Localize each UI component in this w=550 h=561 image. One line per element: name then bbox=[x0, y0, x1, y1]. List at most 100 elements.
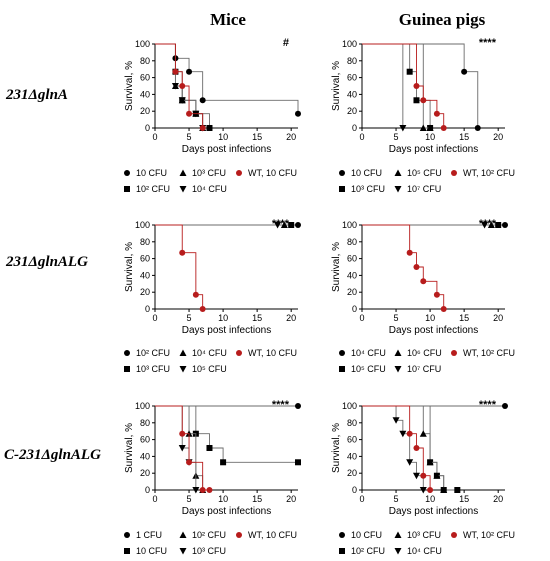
legend-label: 10² CFU bbox=[136, 348, 170, 358]
x-tick-label: 5 bbox=[187, 494, 192, 504]
y-tick-label: 0 bbox=[145, 304, 150, 314]
data-point bbox=[295, 222, 301, 228]
row-title-glnalg: 231ΔglnALG bbox=[5, 254, 88, 270]
data-point bbox=[220, 459, 227, 466]
data-point bbox=[440, 486, 448, 493]
x-tick-label: 5 bbox=[187, 132, 192, 142]
legend-label: 10³ CFU bbox=[407, 530, 441, 540]
data-point bbox=[502, 222, 508, 228]
legend-label: 10³ CFU bbox=[351, 184, 385, 194]
data-point bbox=[288, 222, 295, 228]
data-point bbox=[420, 472, 427, 479]
y-tick-label: 80 bbox=[347, 418, 357, 428]
y-tick-label: 40 bbox=[347, 89, 357, 99]
x-tick-label: 5 bbox=[394, 494, 399, 504]
data-point bbox=[179, 249, 186, 256]
y-tick-label: 60 bbox=[140, 254, 150, 264]
data-point bbox=[280, 221, 288, 228]
x-axis-title: Days post infections bbox=[389, 144, 479, 155]
data-point bbox=[433, 291, 440, 298]
data-point bbox=[186, 459, 193, 466]
legend-label: 10⁵ CFU bbox=[351, 364, 386, 374]
y-tick-label: 60 bbox=[140, 73, 150, 83]
y-axis-title: Survival, % bbox=[124, 423, 135, 473]
data-point bbox=[406, 430, 413, 437]
legend-marker bbox=[124, 350, 130, 356]
y-tick-label: 40 bbox=[140, 270, 150, 280]
y-tick-label: 20 bbox=[347, 468, 357, 478]
series-line bbox=[362, 224, 445, 309]
legend-label: WT, 10 CFU bbox=[248, 530, 297, 540]
significance-annotation: # bbox=[283, 37, 289, 49]
y-tick-label: 0 bbox=[352, 485, 357, 495]
data-point bbox=[413, 83, 420, 89]
series-line bbox=[155, 43, 299, 114]
x-tick-label: 20 bbox=[493, 132, 503, 142]
legend-marker bbox=[236, 350, 242, 356]
legend-marker bbox=[339, 366, 345, 372]
y-tick-label: 80 bbox=[140, 418, 150, 428]
legend-marker bbox=[179, 366, 187, 373]
y-tick-label: 100 bbox=[342, 39, 357, 49]
legend-marker bbox=[124, 532, 130, 538]
data-point bbox=[295, 403, 301, 409]
legend-label: 10⁷ CFU bbox=[407, 364, 441, 374]
data-point bbox=[406, 68, 413, 75]
legend-label: 1 CFU bbox=[136, 530, 162, 540]
y-axis-title: Survival, % bbox=[331, 242, 342, 292]
x-axis-title: Days post infections bbox=[182, 144, 272, 155]
x-tick-label: 10 bbox=[425, 132, 435, 142]
x-tick-label: 20 bbox=[493, 313, 503, 323]
data-point bbox=[392, 417, 400, 424]
legend-marker bbox=[124, 170, 130, 176]
series-line bbox=[362, 43, 404, 128]
series-line bbox=[362, 405, 445, 490]
legend-label: WT, 10 CFU bbox=[248, 348, 297, 358]
legend-marker bbox=[179, 169, 187, 176]
y-tick-label: 20 bbox=[140, 287, 150, 297]
legend-label: 10⁵ CFU bbox=[407, 168, 442, 178]
y-axis-title: Survival, % bbox=[331, 423, 342, 473]
data-point bbox=[420, 278, 427, 285]
data-point bbox=[171, 83, 179, 90]
chart-panel-guinea-row3: 0 20 40 60 80 100 0 5 10 15 20 Days post infections… bbox=[331, 399, 515, 556]
data-point bbox=[487, 221, 495, 228]
chart-panel-mice-row2: 0 20 40 60 80 100 0 5 10 15 20 Days post infections… bbox=[124, 218, 301, 374]
data-point bbox=[413, 264, 420, 270]
x-axis-title: Days post infections bbox=[182, 325, 272, 336]
data-point bbox=[199, 97, 206, 104]
y-tick-label: 0 bbox=[145, 485, 150, 495]
legend-label: 10³ CFU bbox=[192, 546, 226, 556]
legend-marker bbox=[339, 186, 345, 192]
legend-marker bbox=[124, 548, 130, 554]
legend-label: 10⁴ CFU bbox=[192, 348, 227, 358]
legend-marker bbox=[451, 350, 457, 356]
data-point bbox=[399, 125, 407, 132]
significance-annotation: **** bbox=[272, 399, 290, 411]
legend-marker bbox=[339, 548, 345, 554]
x-tick-label: 5 bbox=[394, 313, 399, 323]
data-point bbox=[199, 306, 206, 312]
x-tick-label: 10 bbox=[218, 494, 228, 504]
legend-label: WT, 10 CFU bbox=[248, 168, 297, 178]
y-tick-label: 80 bbox=[140, 56, 150, 66]
legend-marker bbox=[179, 186, 187, 193]
x-tick-label: 20 bbox=[286, 132, 296, 142]
x-tick-label: 10 bbox=[218, 313, 228, 323]
legend-label: 10³ CFU bbox=[136, 364, 170, 374]
row-title-c-glnalg: C-231ΔglnALG bbox=[4, 447, 101, 463]
data-point bbox=[179, 430, 186, 437]
y-tick-label: 0 bbox=[145, 123, 150, 133]
legend-marker bbox=[394, 169, 402, 176]
legend-marker bbox=[124, 366, 130, 372]
y-tick-label: 20 bbox=[140, 106, 150, 116]
data-point bbox=[433, 110, 440, 117]
x-tick-label: 0 bbox=[152, 313, 157, 323]
y-axis-title: Survival, % bbox=[124, 61, 135, 111]
data-point bbox=[495, 222, 502, 228]
x-tick-label: 10 bbox=[218, 132, 228, 142]
y-tick-label: 0 bbox=[352, 304, 357, 314]
data-point bbox=[420, 97, 427, 104]
data-point bbox=[172, 68, 179, 75]
